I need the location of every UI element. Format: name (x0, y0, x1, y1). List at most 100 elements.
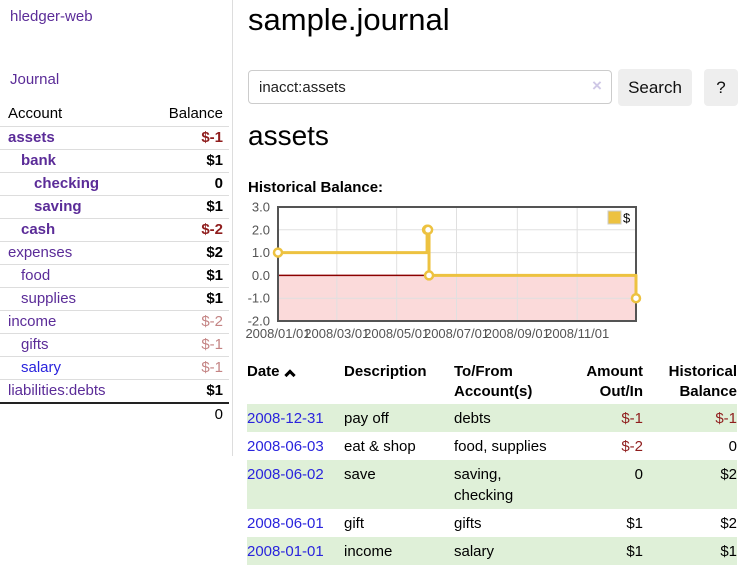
date-link[interactable]: 2008-12-31 (247, 410, 324, 427)
register-header-description: Description (344, 363, 427, 380)
transaction-date-cell: 2008-06-03 (247, 432, 344, 460)
svg-text:2008/09/01: 2008/09/01 (485, 326, 550, 341)
svg-text:2008/05/01: 2008/05/01 (364, 326, 429, 341)
date-link[interactable]: 2008-06-01 (247, 515, 324, 532)
account-link[interactable]: assets (8, 129, 55, 146)
transaction-date-cell: 2008-01-01 (247, 537, 344, 565)
account-balance: $2 (206, 244, 223, 261)
account-row: salary $-1 (0, 356, 229, 380)
account-link[interactable]: supplies (21, 290, 77, 307)
transaction-description: eat & shop (344, 438, 416, 455)
svg-text:-2.0: -2.0 (248, 314, 270, 329)
transaction-amount: $-2 (621, 438, 643, 455)
account-link[interactable]: liabilities:debts (8, 382, 106, 399)
register-header-balance: Historical Balance (668, 363, 737, 400)
account-row: assets $-1 (0, 126, 229, 150)
svg-text:2008/01/01: 2008/01/01 (245, 326, 310, 341)
table-row: 2008-01-01 income salary $1 $1 (247, 537, 737, 565)
transaction-amount: 0 (634, 466, 643, 483)
account-balance: $-2 (201, 221, 223, 238)
account-row: gifts $-1 (0, 333, 229, 357)
sidebar-item-journal[interactable]: Journal (10, 71, 60, 88)
account-link[interactable]: salary (21, 359, 62, 376)
account-link[interactable]: gifts (21, 336, 49, 353)
svg-text:3.0: 3.0 (252, 200, 270, 215)
svg-text:-1.0: -1.0 (248, 291, 270, 306)
account-balance: $-1 (201, 359, 223, 376)
account-row: expenses $2 (0, 241, 229, 265)
transaction-description: save (344, 466, 376, 483)
clear-search-icon[interactable]: × (592, 76, 602, 95)
table-row: 2008-06-02 save saving, checking 0 $2 (247, 460, 737, 509)
accounts-header-account: Account (8, 105, 63, 122)
account-link[interactable]: income (8, 313, 57, 330)
date-link[interactable]: 2008-06-03 (247, 438, 324, 455)
page-title: sample.journal (248, 2, 450, 37)
transaction-accounts: debts (454, 410, 491, 427)
account-link[interactable]: expenses (8, 244, 73, 261)
account-link[interactable]: bank (21, 152, 57, 169)
account-heading: assets (248, 120, 329, 151)
account-row: bank $1 (0, 149, 229, 173)
account-row: cash $-2 (0, 218, 229, 242)
search-input[interactable] (248, 70, 612, 104)
transaction-accounts: salary (454, 543, 495, 560)
svg-text:$: $ (623, 211, 631, 226)
account-link[interactable]: food (21, 267, 51, 284)
register-header-date-label: Date (247, 363, 280, 380)
date-link[interactable]: 2008-01-01 (247, 543, 324, 560)
account-balance: $1 (206, 152, 223, 169)
account-balance: $1 (206, 382, 223, 399)
search-button[interactable]: Search (618, 69, 692, 106)
account-link[interactable]: cash (21, 221, 56, 238)
account-row: checking 0 (0, 172, 229, 196)
register-header-date[interactable]: Date (247, 361, 344, 404)
register-header-accounts: To/From Account(s) (454, 363, 533, 400)
accounts-header-balance: Balance (168, 105, 223, 122)
help-button[interactable]: ? (704, 69, 738, 106)
transaction-date-cell: 2008-06-02 (247, 460, 344, 509)
account-link[interactable]: saving (34, 198, 82, 215)
app-title-link[interactable]: hledger-web (10, 8, 93, 25)
search-form: × Search ? (248, 69, 742, 107)
svg-text:2.0: 2.0 (252, 222, 270, 237)
balance-chart: 3.0 2.0 1.0 0.0 -1.0 -2.0 2008/01/01 2008/03/01… (240, 199, 742, 347)
svg-text:2008/11/01: 2008/11/01 (545, 326, 609, 341)
date-link[interactable]: 2008-06-02 (247, 466, 324, 483)
transaction-description: pay off (344, 410, 389, 427)
sidebar: hledger-web Journal Account Balance asse… (0, 0, 233, 456)
transaction-balance: $-1 (715, 410, 737, 427)
svg-text:0.0: 0.0 (252, 268, 270, 283)
accounts-total-value: 0 (214, 406, 223, 423)
transaction-amount: $-1 (621, 410, 643, 427)
account-row: income $-2 (0, 310, 229, 334)
account-balance: $1 (206, 290, 223, 307)
account-balance: 0 (214, 175, 223, 192)
transaction-balance: $2 (720, 515, 737, 532)
account-balance: $1 (206, 198, 223, 215)
account-row: liabilities:debts $1 (0, 379, 229, 404)
table-row: 2008-06-01 gift gifts $1 $2 (247, 509, 737, 537)
transaction-balance: $1 (720, 543, 737, 560)
account-row: saving $1 (0, 195, 229, 219)
accounts-total-row: 0 (0, 403, 229, 426)
account-row: food $1 (0, 264, 229, 288)
account-balance: $1 (206, 267, 223, 284)
transaction-balance: $2 (720, 466, 737, 483)
register-header-amount: Amount Out/In (586, 363, 643, 400)
transaction-amount: $1 (626, 543, 643, 560)
transaction-balance: 0 (728, 438, 737, 455)
account-balance: $-1 (201, 129, 223, 146)
account-link[interactable]: checking (34, 175, 100, 192)
svg-text:2008/07/01: 2008/07/01 (424, 326, 489, 341)
transaction-accounts: saving, checking (454, 466, 514, 504)
transaction-accounts: food, supplies (454, 438, 547, 455)
sort-ascending-icon (283, 369, 296, 381)
transaction-date-cell: 2008-06-01 (247, 509, 344, 537)
register-table: Date Description To/From Account(s) Amou… (247, 361, 737, 565)
transaction-description: income (344, 543, 393, 560)
account-balance: $-1 (201, 336, 223, 353)
transaction-accounts: gifts (454, 515, 482, 532)
account-row: supplies $1 (0, 287, 229, 311)
table-row: 2008-06-03 eat & shop food, supplies $-2 0 (247, 432, 737, 460)
